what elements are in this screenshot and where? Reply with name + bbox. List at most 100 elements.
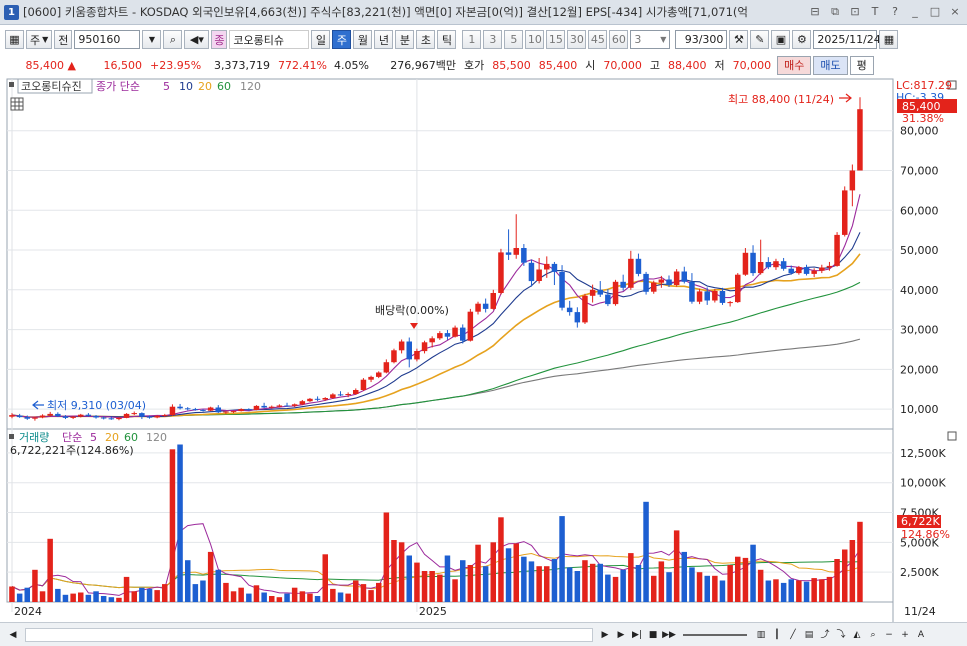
volume-bar xyxy=(612,576,619,602)
text-icon[interactable]: T xyxy=(871,5,879,18)
interval-45-button[interactable]: 45 xyxy=(588,30,608,49)
candle-body xyxy=(704,291,710,301)
buy-button[interactable]: 매수 xyxy=(777,55,812,75)
period-month-button[interactable]: 월 xyxy=(353,30,373,49)
pane-maximize-icon[interactable] xyxy=(947,431,957,441)
draw-icon[interactable]: ✎ xyxy=(750,30,770,49)
volume-bar xyxy=(589,563,596,602)
candle-body xyxy=(116,417,122,420)
candle-body xyxy=(597,289,603,295)
lc-label: LC:817.29 xyxy=(896,79,952,92)
link-icon[interactable]: ⊟ xyxy=(810,5,820,18)
restore-icon[interactable]: ⧉ xyxy=(831,5,839,18)
volume-bar xyxy=(452,579,458,602)
legend-ma20: 20 xyxy=(198,80,212,93)
code-dropdown[interactable]: ▼ xyxy=(142,30,162,49)
zoom-in-icon[interactable]: + xyxy=(901,629,909,640)
tag-badge[interactable]: 종 xyxy=(211,30,228,49)
period-minute-button[interactable]: 분 xyxy=(395,30,415,49)
interval-select[interactable]: 3 ▼ xyxy=(630,30,671,49)
volume-bar xyxy=(284,593,290,602)
line-chart-icon[interactable]: ╱ xyxy=(790,629,796,640)
calendar-icon[interactable]: ▦ xyxy=(879,30,899,49)
period-day-button[interactable]: 일 xyxy=(311,30,331,49)
zoom-icon[interactable]: ⌕ xyxy=(870,629,876,640)
count-input[interactable]: 93/300 xyxy=(675,30,728,49)
x-tick-label: 2024 xyxy=(14,605,42,618)
volume-bar xyxy=(536,566,542,602)
bar-chart-icon[interactable]: ▤ xyxy=(804,629,814,640)
volume-bar xyxy=(368,590,374,602)
interval-5-button[interactable]: 5 xyxy=(504,30,524,49)
interval-value: 3 xyxy=(634,33,642,46)
gear-icon[interactable]: ⚙ xyxy=(792,30,812,49)
save-icon[interactable]: ▣ xyxy=(771,30,791,49)
period-week-button[interactable]: 주 xyxy=(332,30,352,49)
interval-3-button[interactable]: 3 xyxy=(483,30,503,49)
sell-button[interactable]: 매도 xyxy=(813,55,848,75)
volume-bar xyxy=(437,574,443,602)
trend-icon[interactable]: ⤵ xyxy=(836,629,846,640)
candle-body xyxy=(223,411,229,413)
maximize-icon[interactable]: □ xyxy=(929,5,941,18)
volume-bar xyxy=(528,561,535,602)
volume-bar xyxy=(322,554,328,602)
candle-body xyxy=(673,271,680,285)
scroll-track[interactable] xyxy=(25,627,593,642)
volume-tag-text: 6,722K xyxy=(901,515,940,528)
low-price: 70,000 xyxy=(732,58,772,72)
minimize-icon[interactable]: _ xyxy=(912,5,918,18)
candle-icon[interactable]: ┃ xyxy=(774,629,780,640)
play-icon[interactable]: ▶ xyxy=(617,629,625,640)
step-forward-icon[interactable]: ▶| xyxy=(632,629,642,640)
mode-select[interactable]: 주 ▼ xyxy=(26,30,53,49)
stock-chart[interactable]: 80,000 70,000 60,000 50,000 40,000 30,000 20,0… xyxy=(0,77,967,622)
period-year-button[interactable]: 년 xyxy=(374,30,394,49)
volume-bar xyxy=(597,563,603,602)
interval-1-button[interactable]: 1 xyxy=(462,30,482,49)
candle-body xyxy=(39,415,46,418)
volume-legend-ma120: 120 xyxy=(146,431,167,444)
stop-icon[interactable]: ■ xyxy=(648,629,658,640)
zoom-slider[interactable] xyxy=(683,633,747,636)
volume-bar xyxy=(742,557,749,602)
search-icon[interactable]: ⌕ xyxy=(163,30,183,49)
sound-icon[interactable]: ◀▾ xyxy=(184,30,210,49)
volume-bar xyxy=(796,580,802,602)
candle-body xyxy=(551,263,558,272)
scroll-right-icon[interactable]: ▶ xyxy=(601,629,609,640)
table-toggle-icon[interactable] xyxy=(10,97,24,111)
area-chart-icon[interactable]: ◭ xyxy=(853,629,861,640)
interval-60-button[interactable]: 60 xyxy=(609,30,629,49)
all-button[interactable]: 전 xyxy=(54,30,73,49)
stock-code-input[interactable]: 950160 xyxy=(74,30,141,49)
candle-body xyxy=(345,394,351,395)
average-button[interactable]: 평 xyxy=(849,55,874,75)
interval-30-button[interactable]: 30 xyxy=(567,30,587,49)
volume-bar xyxy=(635,565,642,602)
tools-icon[interactable]: ⚒ xyxy=(729,30,749,49)
candle-body xyxy=(337,394,344,396)
date-input[interactable]: 2025/11/24 xyxy=(813,30,881,49)
font-size-icon[interactable]: A xyxy=(917,629,925,640)
zoom-out-icon[interactable]: − xyxy=(885,629,893,640)
trend-icon[interactable]: ⤴ xyxy=(820,629,830,640)
interval-15-button[interactable]: 15 xyxy=(546,30,566,49)
pane-maximize-icon[interactable] xyxy=(947,80,957,90)
candle-body xyxy=(681,271,687,282)
chart-scroll-bar[interactable]: ◀ ▶ ▶ ▶| ■ ▶▶ ▥ ┃ ╱ ▤ ⤴ ⤵ ◭ ⌕ − + A xyxy=(0,622,967,646)
volume-current-value: 6,722,221주(124.86%) xyxy=(10,444,134,457)
candle-body xyxy=(207,407,214,411)
price-legend-ma-label: 종가 단순 xyxy=(96,80,140,93)
period-second-button[interactable]: 초 xyxy=(416,30,436,49)
help-icon[interactable]: ? xyxy=(892,5,898,18)
chart-grid-icon[interactable]: ▦ xyxy=(5,30,24,49)
period-tick-button[interactable]: 틱 xyxy=(437,30,457,49)
candle-body xyxy=(452,327,458,337)
layout-icon[interactable]: ⊡ xyxy=(850,5,860,18)
bar-chart-icon[interactable]: ▥ xyxy=(756,629,766,640)
scroll-left-icon[interactable]: ◀ xyxy=(9,629,17,640)
fast-forward-icon[interactable]: ▶▶ xyxy=(662,629,676,640)
close-icon[interactable]: × xyxy=(950,5,960,18)
interval-10-button[interactable]: 10 xyxy=(525,30,545,49)
